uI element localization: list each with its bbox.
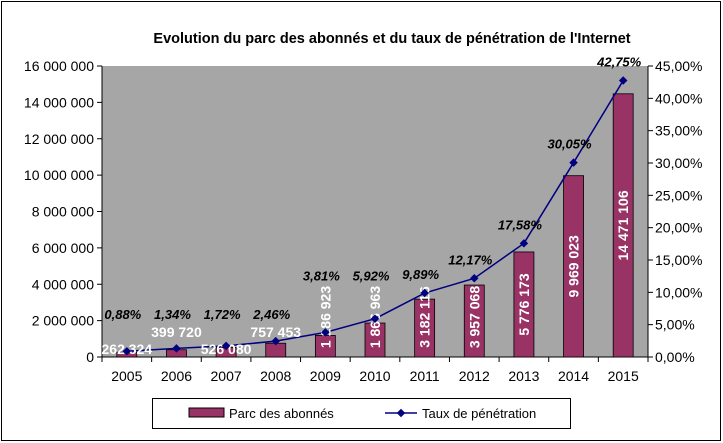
- line-point: [370, 314, 380, 323]
- line-point: [321, 328, 330, 337]
- line-data-label: 5,92%: [353, 269, 390, 284]
- line-data-label: 12,17%: [448, 252, 493, 267]
- right-tick-label: 30,00%: [655, 155, 702, 171]
- right-tick-label: 40,00%: [655, 90, 702, 106]
- line-data-label: 2,46%: [252, 307, 290, 322]
- line-data-label: 17,58%: [498, 217, 543, 232]
- left-tick-label: 6 000 000: [32, 240, 94, 256]
- legend-label-line: Taux de pénétration: [422, 406, 536, 421]
- line-point: [122, 347, 132, 356]
- legend-swatch-bar: [188, 407, 225, 418]
- x-tick-label: 2015: [608, 368, 639, 384]
- bar: [563, 175, 584, 358]
- line-point: [271, 336, 280, 346]
- line-data-label: 0,88%: [104, 307, 141, 322]
- line-data-label: 1,34%: [154, 307, 191, 322]
- left-tick-label: 10 000 000: [24, 167, 94, 183]
- bar: [463, 284, 485, 358]
- bar: [414, 298, 436, 358]
- left-tick-label: 14 000 000: [24, 94, 94, 110]
- x-tick-label: 2005: [111, 368, 142, 384]
- left-tick-label: 12 000 000: [24, 131, 94, 147]
- line-data-label: 1,72%: [204, 307, 241, 322]
- bar-data-label: 3 182 116: [417, 286, 433, 348]
- line-data-label: 30,05%: [547, 137, 592, 152]
- x-tick-label: 2008: [260, 368, 291, 384]
- right-tick-label: 25,00%: [655, 187, 702, 203]
- bar-data-label: 399 720: [151, 324, 202, 340]
- line-data-label: 42,75%: [596, 55, 642, 70]
- x-tick-label: 2007: [211, 368, 242, 384]
- plot-area: [102, 66, 648, 357]
- bar-data-label: 1 186 923: [317, 286, 333, 348]
- left-tick-label: 0: [86, 349, 94, 365]
- x-tick-label: 2014: [558, 368, 589, 384]
- legend-marker: [396, 408, 406, 418]
- bar-data-label: 14 471 106: [615, 190, 631, 260]
- right-tick-label: 0,00%: [655, 349, 695, 365]
- bar-data-label: 9 969 023: [566, 235, 582, 297]
- chart-title: Evolution du parc des abonnés et du taux…: [153, 31, 630, 47]
- line-point: [172, 344, 181, 353]
- right-tick-label: 20,00%: [655, 220, 702, 236]
- legend-label-bar: Parc des abonnés: [229, 406, 334, 421]
- line-data-label: 3,81%: [303, 268, 340, 283]
- x-tick-label: 2011: [410, 368, 440, 384]
- line-point: [470, 274, 479, 283]
- bar-data-label: 3 957 068: [466, 286, 482, 348]
- bar-data-label: 757 453: [250, 324, 301, 340]
- line-point: [420, 288, 429, 298]
- right-tick-label: 35,00%: [655, 123, 702, 139]
- left-tick-label: 8 000 000: [32, 204, 94, 220]
- right-tick-label: 10,00%: [655, 284, 702, 300]
- x-tick-label: 2013: [508, 368, 539, 384]
- right-tick-label: 5,00%: [655, 317, 695, 333]
- x-tick-label: 2010: [359, 368, 390, 384]
- left-tick-label: 2 000 000: [32, 313, 94, 329]
- line-data-label: 9,89%: [402, 267, 439, 282]
- right-tick-label: 45,00%: [655, 58, 702, 74]
- legend: Parc des abonnés Taux de pénétration: [152, 398, 571, 429]
- bar-data-label: 5 776 173: [516, 273, 532, 335]
- x-tick-label: 2006: [161, 368, 192, 384]
- bar: [513, 251, 535, 358]
- bar: [364, 322, 386, 358]
- line-point: [221, 341, 231, 351]
- x-tick-label: 2009: [310, 368, 341, 384]
- right-tick-label: 15,00%: [655, 252, 702, 268]
- left-tick-label: 16 000 000: [24, 58, 94, 74]
- left-tick-label: 4 000 000: [32, 276, 94, 292]
- x-tick-label: 2012: [459, 368, 490, 384]
- bar: [612, 93, 634, 358]
